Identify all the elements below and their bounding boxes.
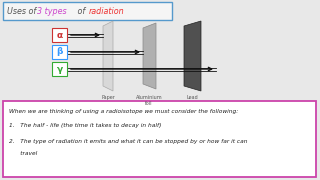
FancyBboxPatch shape bbox=[52, 62, 67, 76]
Text: radiation: radiation bbox=[89, 7, 125, 16]
Text: Aluminium
foil: Aluminium foil bbox=[136, 95, 162, 106]
Text: When we are thinking of using a radioisotope we must consider the following:: When we are thinking of using a radioiso… bbox=[9, 109, 238, 114]
Text: Lead: Lead bbox=[186, 95, 198, 100]
Polygon shape bbox=[143, 23, 156, 89]
Text: travel: travel bbox=[9, 151, 37, 156]
FancyBboxPatch shape bbox=[52, 45, 67, 59]
FancyBboxPatch shape bbox=[52, 28, 67, 42]
Text: Paper: Paper bbox=[101, 95, 115, 100]
Text: 2.   The type of radiation it emits and what it can be stopped by or how far it : 2. The type of radiation it emits and wh… bbox=[9, 139, 247, 144]
FancyBboxPatch shape bbox=[3, 101, 316, 177]
Text: Uses of: Uses of bbox=[7, 7, 39, 16]
Text: β: β bbox=[56, 48, 63, 57]
Text: 3 types: 3 types bbox=[37, 7, 67, 16]
FancyBboxPatch shape bbox=[3, 1, 172, 19]
Text: γ: γ bbox=[56, 64, 63, 73]
Polygon shape bbox=[184, 21, 201, 91]
Text: of: of bbox=[75, 7, 88, 16]
Text: α: α bbox=[56, 30, 63, 39]
Polygon shape bbox=[103, 21, 113, 91]
Text: 1.   The half - life (the time it takes to decay in half): 1. The half - life (the time it takes to… bbox=[9, 123, 161, 128]
